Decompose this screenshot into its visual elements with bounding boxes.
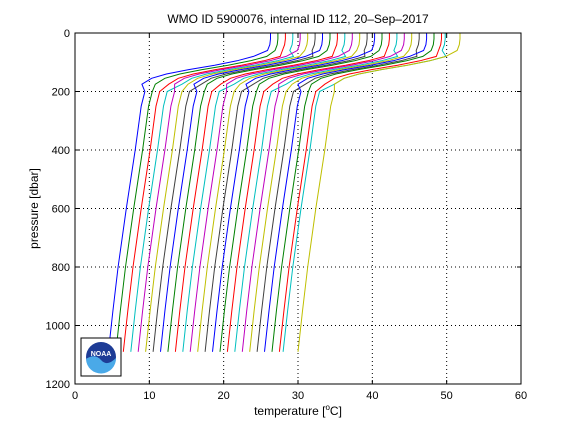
profile-line — [256, 33, 420, 352]
profile-line — [122, 33, 286, 352]
x-tick-label: 20 — [218, 390, 230, 402]
profile-line — [152, 33, 316, 352]
profile-line — [197, 33, 361, 352]
x-tick-label: 0 — [72, 390, 78, 402]
y-axis-label: pressure [dbar] — [27, 168, 41, 249]
x-tick-label: 30 — [292, 390, 304, 402]
profile-line — [160, 33, 323, 352]
y-tick-label: 400 — [52, 145, 70, 157]
profile-line — [182, 33, 347, 352]
noaa-logo: NOAA — [80, 337, 122, 377]
profile-line — [271, 33, 435, 352]
profile-line — [130, 33, 295, 352]
profile-line — [137, 33, 301, 352]
profile-line — [115, 33, 279, 352]
profile-line — [189, 33, 353, 352]
logo-wave-icon — [86, 356, 117, 374]
x-tick-label: 40 — [366, 390, 378, 402]
x-tick-label: 60 — [515, 390, 527, 402]
y-tick-label: 1000 — [46, 321, 70, 333]
profile-line — [249, 33, 413, 352]
profile-line — [167, 33, 331, 352]
chart-title: WMO ID 5900076, internal ID 112, 20–Sep–… — [167, 12, 429, 26]
profile-line — [297, 33, 461, 352]
logo-text: NOAA — [91, 351, 112, 358]
x-axis-label-degree: o — [325, 403, 330, 412]
profile-lines — [107, 33, 461, 352]
grid-lines — [75, 33, 521, 384]
x-axis-label-prefix: temperature [ — [254, 404, 326, 418]
y-tick-label: 800 — [52, 262, 70, 274]
x-axis-label: temperature [oC] — [254, 403, 342, 418]
profile-line — [234, 33, 399, 352]
x-axis-label-suffix: C] — [330, 404, 342, 418]
y-tick-label: 1200 — [46, 379, 70, 391]
profile-line — [107, 33, 271, 352]
profile-line — [145, 33, 309, 352]
profile-line — [219, 33, 383, 352]
x-tick-label: 50 — [441, 390, 453, 402]
profile-line — [226, 33, 390, 352]
x-tick-label: 10 — [143, 390, 155, 402]
profile-line — [264, 33, 428, 352]
profile-line — [212, 33, 376, 352]
y-tick-label: 600 — [52, 204, 70, 216]
profile-line — [278, 33, 442, 352]
profile-line — [204, 33, 368, 352]
profile-line — [241, 33, 405, 352]
y-tick-label: 0 — [64, 28, 70, 40]
profile-line — [174, 33, 338, 352]
y-tick-label: 200 — [52, 87, 70, 99]
